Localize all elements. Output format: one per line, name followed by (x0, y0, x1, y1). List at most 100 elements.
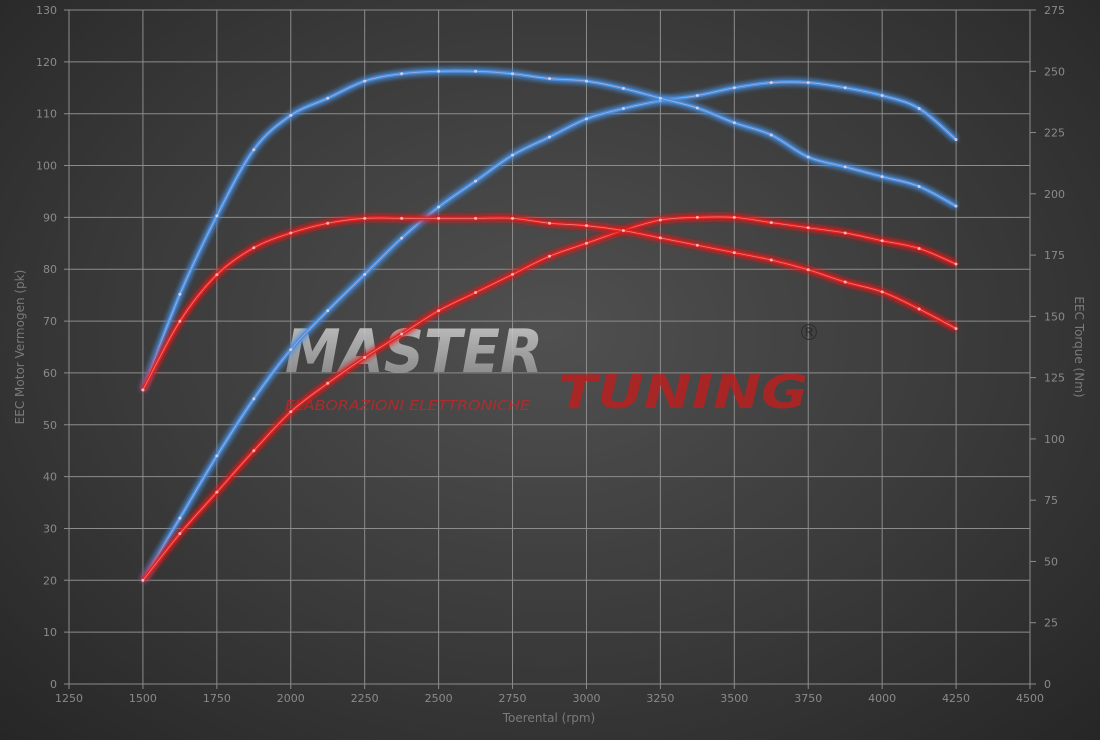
y-axis-left-label: EEC Motor Vermogen (pk) (13, 270, 27, 425)
data-point (769, 81, 773, 85)
registered-mark: ® (798, 321, 820, 346)
data-point (769, 258, 773, 262)
data-point (621, 229, 625, 233)
x-tick-label: 2250 (351, 692, 379, 705)
data-point (215, 273, 219, 277)
data-point (917, 184, 921, 188)
data-point (695, 106, 699, 110)
data-point (769, 221, 773, 225)
data-point (917, 246, 921, 250)
series-line-0 (141, 80, 958, 582)
data-point (474, 291, 478, 295)
y-left-tick-label: 110 (36, 108, 57, 121)
data-point (880, 239, 884, 243)
data-point (326, 381, 330, 385)
x-tick-label: 1500 (129, 692, 157, 705)
data-point (658, 96, 662, 100)
data-point (695, 94, 699, 98)
data-point (363, 272, 367, 276)
series-line-3 (141, 216, 957, 391)
y-left-tick-label: 90 (43, 211, 57, 224)
data-point (658, 218, 662, 222)
data-point (917, 107, 921, 111)
data-point (178, 516, 182, 520)
data-point (584, 117, 588, 121)
data-point (843, 165, 847, 169)
data-point (141, 578, 145, 582)
data-point (954, 327, 958, 331)
data-point (437, 205, 441, 209)
data-point (178, 532, 182, 536)
data-point (843, 231, 847, 235)
grid (64, 9, 1036, 689)
data-point (511, 272, 515, 276)
y-right-tick-label: 225 (1044, 127, 1065, 140)
data-point (437, 216, 441, 220)
data-point (584, 241, 588, 245)
data-point (178, 319, 182, 323)
data-point (363, 355, 367, 359)
data-point (326, 221, 330, 225)
data-point (548, 254, 551, 258)
master-tuning-logo-watermark: MASTER TUNING ELABORAZIONI ELETTRONICHE … (285, 317, 820, 419)
y-right-tick-label: 100 (1044, 433, 1065, 446)
data-point (400, 236, 404, 240)
data-point (732, 86, 736, 90)
data-point (954, 262, 958, 266)
y-left-tick-label: 60 (43, 367, 57, 380)
y-right-tick-label: 25 (1044, 617, 1058, 630)
data-point (400, 332, 404, 336)
data-point (917, 307, 921, 311)
data-point (326, 309, 330, 313)
data-point (954, 138, 958, 142)
y-right-tick-label: 75 (1044, 494, 1058, 507)
y-left-tick-label: 40 (43, 471, 57, 484)
data-point (178, 292, 182, 296)
data-point (732, 215, 736, 219)
x-tick-label: 3000 (572, 692, 600, 705)
data-point (400, 72, 404, 76)
data-point (806, 226, 810, 230)
y-left-tick-label: 100 (36, 160, 57, 173)
x-tick-label: 2000 (277, 692, 305, 705)
data-point (252, 449, 256, 453)
data-point (621, 86, 625, 90)
data-point (511, 72, 515, 76)
data-point (548, 135, 551, 139)
x-tick-label: 3250 (646, 692, 674, 705)
data-point (843, 86, 847, 90)
data-point (474, 179, 478, 183)
series-core-1 (142, 70, 957, 391)
data-point (289, 410, 293, 414)
tick-labels: 1250 1500 1750 2000 2250 2500 2750 3000 3250 3500… (36, 4, 1065, 705)
data-point (548, 77, 551, 81)
y-left-tick-label: 80 (43, 263, 57, 276)
x-tick-label: 2750 (499, 692, 527, 705)
data-point (806, 268, 810, 272)
y-right-tick-label: 0 (1044, 678, 1051, 691)
y-right-tick-label: 275 (1044, 4, 1065, 17)
x-axis-label: Toerental (rpm) (502, 711, 595, 725)
data-point (732, 121, 736, 125)
data-point (437, 309, 441, 313)
data-point (511, 153, 515, 157)
data-point (621, 107, 625, 111)
data-point (695, 215, 699, 219)
data-point (400, 216, 404, 220)
y-right-tick-label: 150 (1044, 310, 1065, 323)
data-point (363, 79, 367, 83)
data-point (252, 246, 256, 250)
x-tick-label: 3500 (720, 692, 748, 705)
y-right-tick-label: 250 (1044, 65, 1065, 78)
data-point (363, 216, 367, 220)
data-point (806, 155, 810, 159)
data-point (474, 69, 478, 73)
x-tick-label: 2500 (425, 692, 453, 705)
x-tick-label: 1250 (55, 692, 83, 705)
data-point (215, 490, 219, 494)
data-point (215, 214, 219, 218)
data-point (141, 388, 145, 392)
y-left-tick-label: 130 (36, 4, 57, 17)
logo-tagline: ELABORAZIONI ELETTRONICHE (285, 399, 531, 414)
